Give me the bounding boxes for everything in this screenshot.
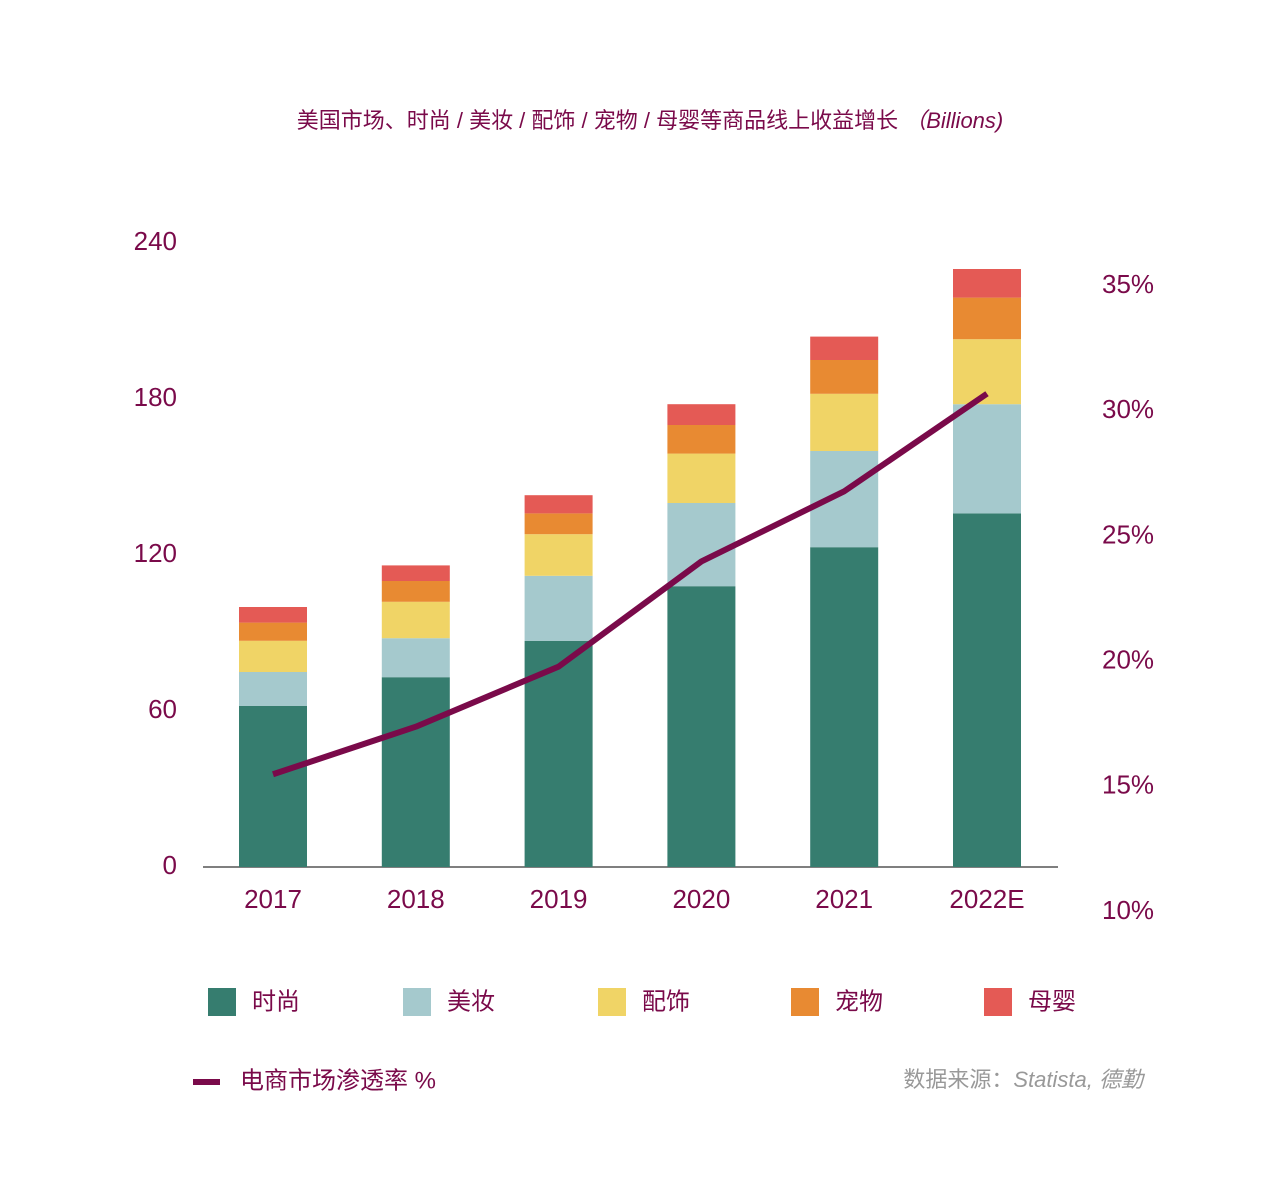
bar-segment [381,677,450,867]
source: 数据来源：Statista, 德勤 [903,1067,1146,1092]
x-tick-label: 2019 [530,884,588,914]
y-tick-label: 60 [148,694,177,724]
bar-segment [667,404,736,425]
bar-segment [524,513,593,535]
bar-segment [953,513,1021,867]
x-tick-label: 2022E [949,884,1024,914]
bar-segment [953,297,1021,340]
bar-segment [953,269,1021,298]
bar-segment [239,672,307,706]
y2-tick-label: 20% [1102,644,1154,674]
source-label: 数据来源： [903,1067,1013,1092]
bar-segment [953,404,1021,514]
bar-segment [381,601,450,639]
bar-segment [810,393,879,451]
x-tick-label: 2021 [815,884,873,914]
x-tick-label: 2017 [244,884,302,914]
legend-label: 宠物 [835,988,883,1015]
bar-segment [381,638,450,678]
y2-tick-label: 30% [1102,394,1154,424]
legend-label: 时尚 [252,988,300,1015]
y-tick-label: 240 [134,226,177,256]
line [272,391,989,778]
bar-segment [810,360,879,394]
y2-tick-label: 15% [1102,770,1154,800]
bar-segment [239,705,307,867]
y-tick-label: 180 [134,382,177,412]
x-tick-label: 2020 [672,884,730,914]
bar-segment [524,495,593,514]
bar-segment [524,534,593,576]
y-tick-label: 0 [163,850,177,880]
bar-segment [239,607,307,623]
bar-segment [810,451,879,548]
bar-segment [667,586,736,867]
bar-segment [667,453,736,503]
y-unit: （Billions) [904,108,1003,133]
legend-swatch [791,988,819,1016]
y-tick-label: 120 [134,538,177,568]
bar-segment [524,575,593,641]
bar-segment [381,565,450,581]
legend-swatch [403,988,431,1016]
chart-title-group: 美国市场、时尚 / 美妆 / 配饰 / 宠物 / 母婴等商品线上收益增长 （Bi… [297,108,1004,133]
legend-swatch [208,988,236,1016]
chart-title: 美国市场、时尚 / 美妆 / 配饰 / 宠物 / 母婴等商品线上收益增长 [297,108,898,133]
bar-segment [953,339,1021,405]
y2-tick-label: 35% [1102,269,1154,299]
legend-swatch [598,988,626,1016]
y2-tick-label: 10% [1102,895,1154,925]
bar-segment [667,425,736,454]
y2-tick-label: 25% [1102,519,1154,549]
x-tick-label: 2018 [387,884,445,914]
bar-segment [810,336,879,360]
legend-label: 电商市场渗透率 % [240,1067,436,1094]
source-text: Statista, 德勤 [1013,1067,1146,1092]
bar-segment [667,503,736,587]
legend-label: 母婴 [1028,988,1076,1015]
bar-segment [239,640,307,672]
legend-label: 美妆 [447,988,495,1015]
bar-segment [381,581,450,602]
bar-segment [810,547,879,867]
legend-swatch [984,988,1012,1016]
bar-segment [239,622,307,641]
legend-label: 配饰 [642,988,690,1015]
